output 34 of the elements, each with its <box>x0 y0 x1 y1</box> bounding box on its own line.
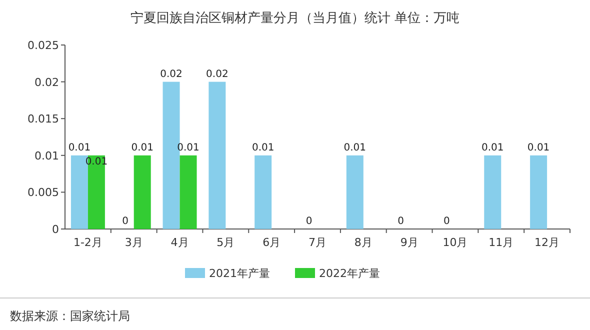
source-note: 数据来源：国家统计局 <box>10 309 130 323</box>
data-label: 0 <box>444 216 450 227</box>
x-tick-label: 1-2月 <box>73 236 102 249</box>
x-tick-label: 4月 <box>170 236 189 249</box>
data-label: 0 <box>306 216 312 227</box>
data-label: 0.01 <box>482 142 504 154</box>
y-tick-label: 0.015 <box>28 112 59 126</box>
legend-label: 2022年产量 <box>319 267 380 280</box>
data-label: 0.01 <box>344 142 366 154</box>
x-tick-label: 3月 <box>124 236 143 249</box>
data-label: 0.01 <box>527 142 550 154</box>
data-label: 0.02 <box>206 68 228 80</box>
x-tick-label: 12月 <box>534 236 560 249</box>
data-label: 0 <box>398 216 404 227</box>
data-label: 0.02 <box>160 68 182 80</box>
data-label: 0.01 <box>68 142 91 154</box>
x-tick-label: 6月 <box>262 236 281 249</box>
y-tick-label: 0.005 <box>28 186 59 200</box>
x-tick-label: 8月 <box>354 236 372 249</box>
y-tick-label: 0.025 <box>28 39 59 52</box>
y-tick-label: 0 <box>52 223 59 236</box>
x-tick-label: 5月 <box>216 236 235 249</box>
legend-label: 2021年产量 <box>209 267 270 280</box>
y-tick-label: 0.01 <box>34 149 59 162</box>
data-label: 0.01 <box>177 142 200 154</box>
x-tick-label: 9月 <box>400 236 418 249</box>
y-tick-label: 0.02 <box>34 76 59 89</box>
data-label: 0.01 <box>131 142 154 154</box>
x-tick-label: 11月 <box>488 236 514 249</box>
x-tick-label: 7月 <box>308 236 326 249</box>
data-label: 0 <box>122 216 129 227</box>
chart-title: 宁夏回族自治区铜材产量分月（当月值）统计 单位：万吨 <box>130 10 460 26</box>
data-label: 0.01 <box>252 142 274 154</box>
x-tick-label: 10月 <box>442 236 468 249</box>
